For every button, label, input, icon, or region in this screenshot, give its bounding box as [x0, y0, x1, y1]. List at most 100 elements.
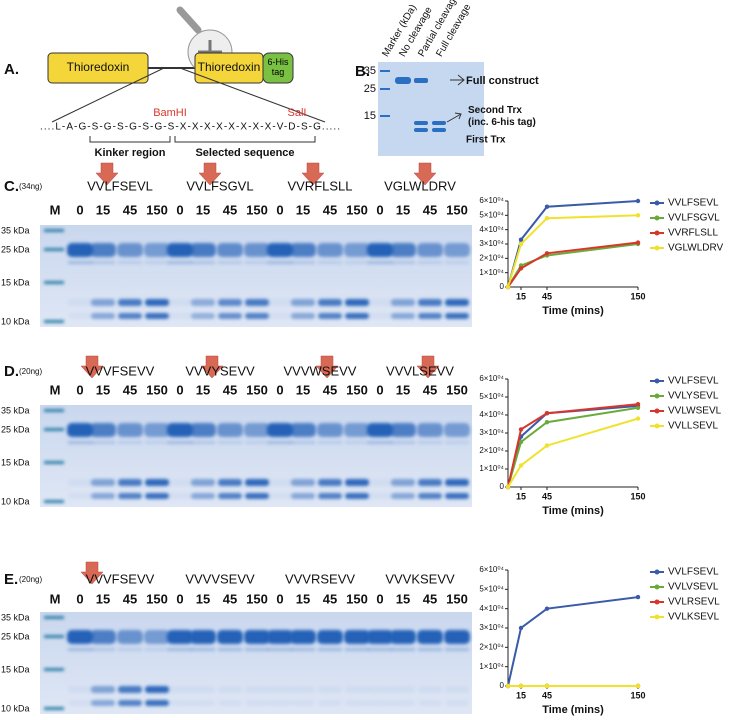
band: [217, 423, 243, 437]
legend-label: VGLWLDRV: [668, 243, 724, 254]
band: [91, 299, 115, 306]
band: [167, 423, 193, 437]
band: [444, 630, 470, 644]
band: [145, 493, 169, 499]
panel-label: A.: [4, 61, 19, 78]
band: [67, 423, 93, 437]
marker-band: [44, 281, 64, 284]
band: [245, 441, 269, 444]
band: [368, 648, 392, 651]
band: [118, 441, 142, 444]
size-marker: 15 kDa: [1, 457, 30, 467]
band: [90, 243, 116, 257]
band: [68, 261, 92, 264]
lane-label: 45: [423, 382, 437, 397]
band: [218, 686, 242, 693]
size-marker: 15 kDa: [1, 664, 30, 674]
lane-label: M: [50, 202, 61, 217]
band: [191, 313, 215, 319]
peptide: VVLFSGVL: [186, 178, 253, 193]
size-marker: 10 kDa: [1, 703, 30, 713]
band: [144, 423, 170, 437]
band: [68, 686, 92, 693]
stick: [176, 6, 202, 34]
x-tick-label: 15: [516, 690, 526, 700]
band: [67, 243, 93, 257]
band: [91, 700, 115, 706]
arrow: [446, 74, 465, 123]
marker-label: 35: [364, 65, 376, 77]
y-tick-label: 0: [500, 482, 505, 491]
series-line: [507, 241, 639, 288]
band: [68, 648, 92, 651]
band: [245, 648, 269, 651]
lane-label: 15: [196, 382, 210, 397]
y-tick-label: 0: [500, 681, 505, 690]
amount: (34ng): [19, 182, 42, 191]
band: [90, 630, 116, 644]
box-label: Thioredoxin: [198, 60, 261, 74]
band: [145, 479, 169, 486]
band: [368, 700, 392, 706]
band: [190, 243, 216, 257]
band: [218, 261, 242, 264]
band: [445, 261, 469, 264]
band: [217, 243, 243, 257]
point: [518, 427, 524, 432]
band: [118, 648, 142, 651]
lane-label: 45: [423, 591, 437, 606]
band: [168, 493, 192, 499]
band: [445, 700, 469, 706]
band: [268, 493, 292, 499]
band: [118, 261, 142, 264]
band: [291, 648, 315, 651]
band: [168, 441, 192, 444]
band: [317, 243, 343, 257]
marker-band: [44, 320, 64, 323]
legend-label: VVLWSEVL: [668, 406, 722, 417]
band: [317, 423, 343, 437]
band: [368, 261, 392, 264]
band: [368, 441, 392, 444]
band: [418, 313, 442, 319]
panel-label: C.: [4, 178, 19, 195]
point: [544, 411, 550, 416]
marker-band: [44, 635, 64, 638]
band: [391, 700, 415, 706]
legend-label: VVLVSEVL: [668, 582, 719, 593]
lane-label: 15: [296, 382, 310, 397]
point: [544, 251, 550, 256]
band: [267, 243, 293, 257]
marker-label: 15: [364, 110, 376, 122]
band: [168, 313, 192, 319]
arrow: [301, 162, 325, 186]
band: [390, 630, 416, 644]
band: [191, 479, 215, 486]
band: [268, 686, 292, 693]
band: [367, 630, 393, 644]
band: [318, 700, 342, 706]
note-line: Second Trx: [468, 105, 522, 116]
band: [318, 479, 342, 486]
band: [291, 441, 315, 444]
band: [414, 128, 428, 132]
y-tick-label: 2×10⁰⁴: [479, 642, 504, 651]
band: [267, 630, 293, 644]
band: [368, 686, 392, 693]
tag-wrap: 6-His tag: [267, 57, 288, 77]
band: [418, 493, 442, 499]
band: [117, 423, 143, 437]
size-marker: 15 kDa: [1, 277, 30, 287]
point: [518, 683, 524, 689]
y-tick-label: 4×10⁰⁴: [479, 604, 504, 613]
lane-label: 0: [376, 202, 383, 217]
band: [118, 700, 142, 706]
band: [414, 78, 428, 83]
lane-label: 0: [76, 382, 83, 397]
legend-swatch: [654, 230, 660, 236]
sequence: ....L-A-G-S-G-S-G-S-G-S-X-X-X-X-X-X-X-X-…: [40, 122, 340, 133]
band: [268, 261, 292, 264]
note: First Trx: [466, 135, 506, 146]
band: [268, 648, 292, 651]
band: [118, 493, 142, 499]
